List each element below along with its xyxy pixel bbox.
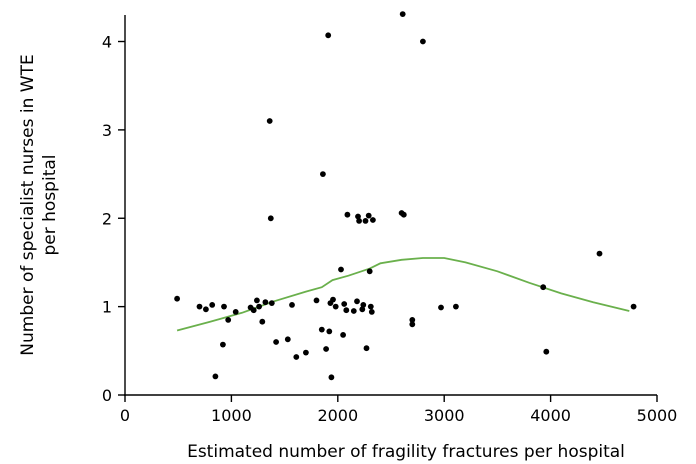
data-point — [368, 309, 375, 315]
x-tick-label: 2000 — [317, 406, 358, 425]
data-point — [356, 218, 362, 224]
x-tick-label: 1000 — [211, 406, 252, 425]
data-point — [174, 295, 181, 302]
x-tick-label: 4000 — [530, 406, 571, 425]
x-ticks: 0 1000 2000 3000 4000 5000 — [120, 395, 677, 425]
data-point — [543, 348, 550, 355]
data-point — [400, 211, 407, 218]
y-ticks: 0 1 2 3 4 — [102, 33, 125, 405]
data-point — [250, 307, 257, 314]
data-point — [266, 118, 273, 124]
data-point — [344, 211, 351, 218]
data-point — [209, 302, 216, 308]
data-point — [273, 339, 279, 345]
trend-line — [176, 257, 630, 332]
data-point — [259, 318, 266, 325]
axes — [124, 15, 657, 396]
data-point — [338, 266, 344, 273]
y-tick-label: 1 — [102, 298, 112, 317]
data-point — [343, 307, 350, 314]
data-point — [362, 218, 369, 224]
data-point — [409, 321, 416, 328]
data-point — [341, 301, 348, 307]
y-tick-label: 3 — [102, 121, 112, 140]
data-point — [203, 306, 209, 313]
data-point — [212, 373, 219, 380]
data-point — [360, 302, 367, 308]
data-point — [409, 317, 416, 323]
y-axis-title-line-2: per hospital — [40, 155, 60, 256]
data-point — [318, 326, 325, 333]
trend-line-group — [176, 257, 630, 332]
data-point — [355, 213, 361, 220]
data-point — [596, 250, 603, 257]
data-point — [232, 309, 239, 315]
data-point — [359, 306, 366, 313]
data-point — [268, 300, 275, 306]
x-tick-label: 0 — [120, 406, 130, 425]
data-point — [630, 303, 637, 310]
data-point — [340, 332, 346, 338]
y-tick-label: 0 — [102, 386, 112, 405]
data-point — [225, 317, 232, 323]
data-point — [254, 297, 260, 304]
data-point — [262, 299, 269, 306]
y-axis-title-line-1: Number of specialist nurses in WTE — [18, 54, 38, 355]
data-point — [303, 349, 309, 356]
data-point — [370, 217, 376, 223]
data-point — [366, 268, 373, 275]
data-point — [438, 304, 444, 311]
data-point — [196, 303, 203, 310]
data-point — [293, 354, 300, 360]
data-point — [220, 341, 226, 348]
data-point — [221, 303, 227, 310]
data-point — [284, 336, 291, 343]
data-point — [420, 38, 426, 45]
data-point — [328, 374, 335, 381]
data-point — [453, 303, 459, 310]
data-point — [367, 303, 374, 310]
data-point — [289, 302, 295, 308]
data-point — [399, 11, 406, 17]
data-point — [363, 345, 370, 352]
data-point — [540, 284, 547, 291]
data-point — [350, 308, 357, 314]
data-point — [330, 296, 336, 303]
y-tick-label: 2 — [102, 209, 112, 228]
x-tick-label: 3000 — [424, 406, 465, 425]
data-point — [326, 328, 333, 335]
data-point — [325, 32, 332, 39]
data-point — [323, 346, 329, 352]
data-point — [320, 171, 326, 178]
data-point — [365, 212, 372, 219]
data-point — [256, 303, 262, 310]
data-point — [313, 297, 320, 304]
x-axis-title: Estimated number of fragility fractures … — [187, 442, 625, 462]
x-tick-label: 5000 — [637, 406, 678, 425]
data-point — [267, 215, 274, 222]
data-points — [174, 11, 637, 381]
y-tick-label: 4 — [102, 33, 112, 52]
data-point — [332, 303, 339, 310]
data-point — [354, 298, 360, 305]
